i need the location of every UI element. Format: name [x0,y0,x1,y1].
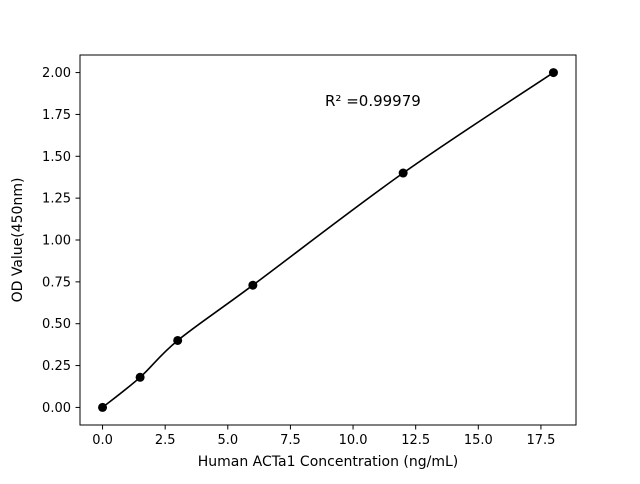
plot-area [79,54,577,426]
x-tick-label: 0.0 [92,433,113,448]
r-squared-annotation: R² =0.99979 [325,92,421,110]
y-tick-label: 1.50 [42,150,71,165]
data-point-marker [173,335,183,345]
x-axis-label: Human ACTa1 Concentration (ng/mL) [198,454,459,470]
x-tick-label: 2.5 [155,433,176,448]
data-point-marker [98,402,108,412]
y-tick-label: 1.25 [42,192,71,207]
fit-line [102,71,554,409]
x-tick-label: 7.5 [280,433,301,448]
x-tick-label: 10.0 [339,433,368,448]
x-tick-label: 12.5 [401,433,430,448]
y-tick-label: 1.00 [42,234,71,249]
y-tick-label: 0.75 [42,275,71,290]
data-point-marker [248,280,258,290]
x-tick-label: 5.0 [217,433,238,448]
data-point-marker [548,68,558,78]
y-tick-label: 0.50 [42,317,71,332]
x-tick-label: 15.0 [464,433,493,448]
y-tick-label: 0.25 [42,359,71,374]
x-tick-label: 17.5 [526,433,555,448]
y-tick-label: 1.75 [42,108,71,123]
data-point-marker [398,168,408,178]
ticks-layer: 0.0 2.5 5.0 7.5 10.0 12.5 15.0 17.5 0.00 0.25 0.50… [42,66,555,448]
y-tick-label: 2.00 [42,66,71,81]
y-tick-label: 0.00 [42,401,71,416]
series-layer [98,68,558,412]
y-axis-label: OD Value(450nm) [10,178,26,303]
data-point-marker [135,372,145,382]
